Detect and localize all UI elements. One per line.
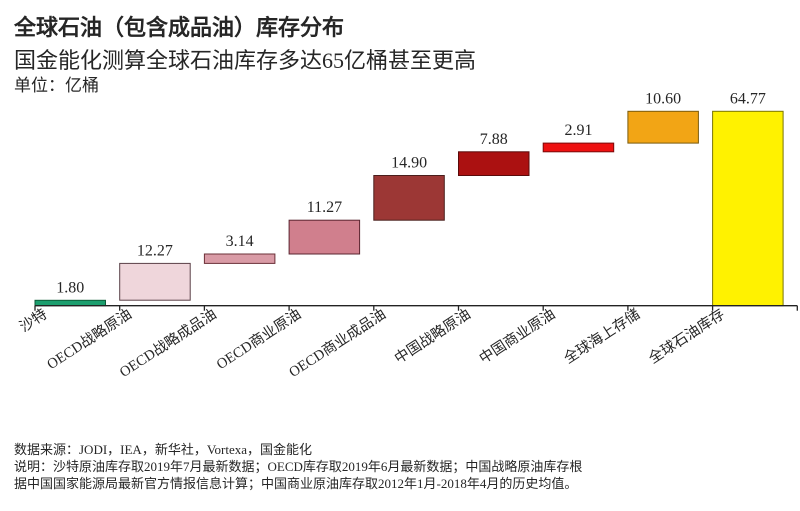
svg-text:OECD商业原油: OECD商业原油: [213, 306, 304, 373]
svg-text:OECD战略原油: OECD战略原油: [44, 306, 135, 373]
svg-text:11.27: 11.27: [307, 199, 342, 216]
svg-text:全球海上存储: 全球海上存储: [560, 305, 643, 367]
svg-text:沙特: 沙特: [17, 306, 51, 336]
svg-text:中国战略原油: 中国战略原油: [391, 306, 473, 368]
svg-text:10.60: 10.60: [645, 90, 681, 107]
svg-text:1.80: 1.80: [56, 279, 84, 296]
svg-text:全球石油库存: 全球石油库存: [645, 305, 728, 367]
svg-text:中国商业原油: 中国商业原油: [476, 306, 558, 368]
svg-text:7.88: 7.88: [480, 131, 508, 148]
svg-text:3.14: 3.14: [226, 233, 254, 250]
svg-text:12.27: 12.27: [137, 242, 173, 259]
svg-text:64.77: 64.77: [730, 90, 766, 107]
svg-text:2.91: 2.91: [565, 122, 593, 139]
svg-text:14.90: 14.90: [391, 155, 427, 172]
